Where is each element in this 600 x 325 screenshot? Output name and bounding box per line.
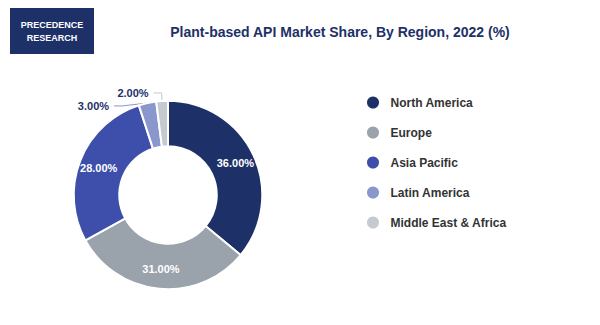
svg-text:31.00%: 31.00%: [142, 263, 180, 275]
svg-text:36.00%: 36.00%: [217, 157, 255, 169]
svg-text:Latin America: Latin America: [391, 186, 470, 200]
svg-text:3.00%: 3.00%: [78, 100, 109, 112]
svg-text:PRECEDENCE: PRECEDENCE: [21, 20, 84, 30]
svg-text:RESEARCH: RESEARCH: [27, 33, 78, 43]
svg-text:Middle East & Africa: Middle East & Africa: [391, 216, 507, 230]
svg-text:Europe: Europe: [391, 126, 433, 140]
svg-text:2.00%: 2.00%: [117, 87, 148, 99]
svg-text:North America: North America: [391, 96, 474, 110]
svg-text:Plant-based API Market Share,: Plant-based API Market Share, By Region,…: [170, 24, 509, 40]
svg-text:28.00%: 28.00%: [80, 162, 118, 174]
svg-text:Asia Pacific: Asia Pacific: [391, 156, 459, 170]
